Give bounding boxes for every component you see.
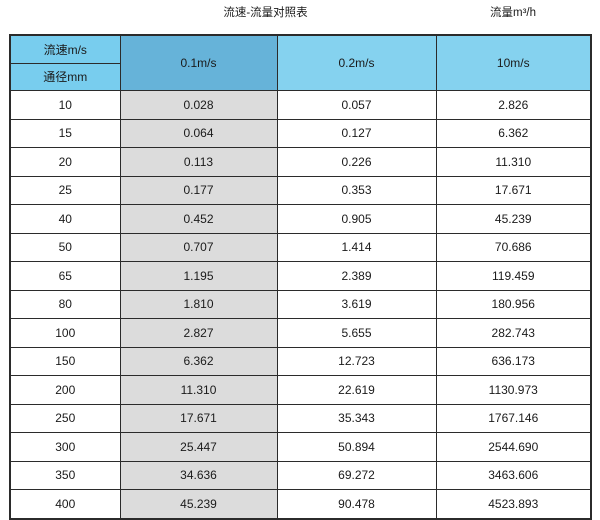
table-row: 250 17.671 35.343 1767.146: [9, 403, 592, 433]
unit-title: 流量m³/h: [490, 7, 536, 19]
column-header-0[interactable]: 0.1m/s: [119, 34, 278, 91]
table-header-row: 流速m/s 通径mm 0.1m/s 0.2m/s 10m/s: [9, 34, 592, 91]
cell-flow-value: 45.239: [119, 489, 278, 519]
header-velocity-label: 流速m/s: [11, 36, 120, 64]
cell-flow-value: 25.447: [119, 432, 278, 462]
table-row: 65 1.195 2.389 119.459: [9, 261, 592, 291]
table-row: 15 0.064 0.127 6.362: [9, 118, 592, 148]
cell-flow-value: 2544.690: [435, 432, 592, 462]
flow-velocity-table: 流速m/s 通径mm 0.1m/s 0.2m/s 10m/s 10 0.028 0.…: [9, 34, 592, 520]
table-row: 400 45.239 90.478 4523.893: [9, 489, 592, 519]
cell-flow-value: 4523.893: [435, 489, 592, 519]
cell-flow-value: 0.113: [119, 147, 278, 177]
table-row: 10 0.028 0.057 2.826: [9, 90, 592, 120]
table-row: 150 6.362 12.723 636.173: [9, 346, 592, 376]
table-row: 25 0.177 0.353 17.671: [9, 175, 592, 205]
header-diameter-label: 通径mm: [11, 63, 120, 90]
cell-flow-value: 1130.973: [435, 375, 592, 405]
cell-flow-value: 3463.606: [435, 460, 592, 490]
cell-flow-value: 0.353: [276, 175, 437, 205]
cell-flow-value: 22.619: [276, 375, 437, 405]
cell-diameter: 25: [9, 175, 121, 205]
cell-flow-value: 0.905: [276, 204, 437, 234]
cell-flow-value: 6.362: [119, 346, 278, 376]
cell-flow-value: 12.723: [276, 346, 437, 376]
cell-diameter: 40: [9, 204, 121, 234]
cell-flow-value: 0.226: [276, 147, 437, 177]
cell-flow-value: 17.671: [435, 175, 592, 205]
cell-flow-value: 0.057: [276, 90, 437, 120]
cell-diameter: 200: [9, 375, 121, 405]
table-row: 200 11.310 22.619 1130.973: [9, 375, 592, 405]
cell-flow-value: 636.173: [435, 346, 592, 376]
cell-flow-value: 2.389: [276, 261, 437, 291]
cell-diameter: 50: [9, 232, 121, 262]
cell-diameter: 150: [9, 346, 121, 376]
column-header-1[interactable]: 0.2m/s: [276, 34, 437, 91]
caption-strip: 流速-流量对照表 流量m³/h: [0, 0, 600, 34]
cell-flow-value: 0.127: [276, 118, 437, 148]
cell-diameter: 100: [9, 318, 121, 348]
table-row: 50 0.707 1.414 70.686: [9, 232, 592, 262]
table-row: 20 0.113 0.226 11.310: [9, 147, 592, 177]
cell-diameter: 15: [9, 118, 121, 148]
cell-flow-value: 3.619: [276, 289, 437, 319]
cell-flow-value: 0.064: [119, 118, 278, 148]
flow-velocity-table-container: 流速m/s 通径mm 0.1m/s 0.2m/s 10m/s 10 0.028 0.…: [9, 34, 592, 520]
cell-flow-value: 11.310: [119, 375, 278, 405]
cell-flow-value: 1.414: [276, 232, 437, 262]
cell-flow-value: 6.362: [435, 118, 592, 148]
table-row: 40 0.452 0.905 45.239: [9, 204, 592, 234]
cell-flow-value: 45.239: [435, 204, 592, 234]
cell-diameter: 300: [9, 432, 121, 462]
table-row: 80 1.810 3.619 180.956: [9, 289, 592, 319]
cell-flow-value: 1.195: [119, 261, 278, 291]
cell-flow-value: 2.826: [435, 90, 592, 120]
cell-flow-value: 11.310: [435, 147, 592, 177]
cell-flow-value: 119.459: [435, 261, 592, 291]
cell-flow-value: 1767.146: [435, 403, 592, 433]
cell-flow-value: 5.655: [276, 318, 437, 348]
cell-diameter: 65: [9, 261, 121, 291]
header-corner-cell: 流速m/s 通径mm: [9, 34, 121, 91]
cell-flow-value: 180.956: [435, 289, 592, 319]
table-row: 100 2.827 5.655 282.743: [9, 318, 592, 348]
cell-flow-value: 282.743: [435, 318, 592, 348]
table-row: 350 34.636 69.272 3463.606: [9, 460, 592, 490]
cell-flow-value: 17.671: [119, 403, 278, 433]
cell-flow-value: 90.478: [276, 489, 437, 519]
cell-diameter: 250: [9, 403, 121, 433]
cell-diameter: 350: [9, 460, 121, 490]
cell-flow-value: 0.028: [119, 90, 278, 120]
cell-diameter: 80: [9, 289, 121, 319]
cell-flow-value: 0.452: [119, 204, 278, 234]
cell-flow-value: 35.343: [276, 403, 437, 433]
cell-flow-value: 0.177: [119, 175, 278, 205]
table-row: 300 25.447 50.894 2544.690: [9, 432, 592, 462]
cell-flow-value: 50.894: [276, 432, 437, 462]
cell-flow-value: 69.272: [276, 460, 437, 490]
cell-flow-value: 70.686: [435, 232, 592, 262]
cell-flow-value: 1.810: [119, 289, 278, 319]
cell-diameter: 400: [9, 489, 121, 519]
column-header-2[interactable]: 10m/s: [435, 34, 592, 91]
cell-diameter: 20: [9, 147, 121, 177]
page-title: 流速-流量对照表: [223, 7, 308, 19]
cell-flow-value: 0.707: [119, 232, 278, 262]
cell-flow-value: 34.636: [119, 460, 278, 490]
cell-flow-value: 2.827: [119, 318, 278, 348]
cell-diameter: 10: [9, 90, 121, 120]
